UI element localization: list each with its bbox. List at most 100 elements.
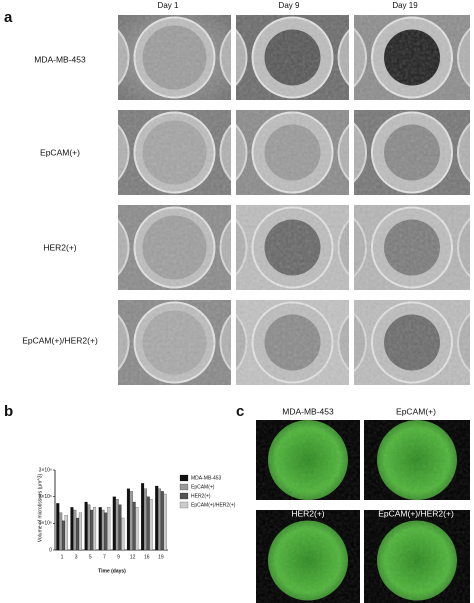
bar: [149, 499, 153, 551]
legend-swatch: [179, 483, 189, 491]
bar: [104, 512, 108, 551]
neighbor-spheroid: [178, 422, 254, 498]
x-tick-label: 9: [117, 554, 120, 560]
texture: [364, 510, 470, 603]
bar: [129, 491, 133, 551]
bar: [158, 488, 162, 551]
bar: [143, 488, 147, 551]
texture: [354, 110, 470, 195]
x-tick-label: 7: [103, 554, 106, 560]
bar: [101, 509, 105, 551]
bar: [98, 507, 102, 551]
bar: [115, 499, 119, 551]
bar: [76, 517, 80, 551]
image-tile: [118, 205, 231, 290]
bar: [163, 493, 167, 551]
image-tile: [236, 205, 349, 290]
x-tick-label: 19: [158, 554, 164, 560]
texture: [256, 420, 360, 500]
image-tile: [364, 420, 470, 500]
texture: [236, 300, 349, 385]
image-tile: [236, 15, 349, 100]
image-tile: [354, 300, 470, 385]
texture: [354, 300, 470, 385]
image-tile: [118, 110, 231, 195]
bar: [135, 507, 139, 551]
y-tick-label: 3×10⁶: [39, 467, 52, 473]
texture: [236, 15, 349, 100]
texture: [236, 205, 349, 290]
row-label: MDA-MB-453: [34, 54, 86, 64]
x-tick-label: 16: [144, 554, 150, 560]
texture: [118, 110, 231, 195]
texture: [118, 15, 231, 100]
texture: [118, 300, 231, 385]
bar: [146, 496, 150, 551]
bar: [87, 504, 91, 551]
legend-label: MDA-MB-453: [191, 475, 222, 481]
legend-label: EpCAM(+): [191, 484, 215, 490]
x-tick-label: 12: [130, 554, 136, 560]
column-header: Day 1: [158, 1, 179, 10]
texture: [354, 15, 470, 100]
image-tile: [118, 15, 231, 100]
bar: [107, 507, 111, 551]
neighbor-spheroid: [178, 523, 254, 599]
panel-label: c: [236, 403, 244, 420]
bar: [73, 509, 77, 551]
bar: [84, 501, 88, 551]
bar: [126, 488, 130, 551]
y-axis-title: Volume of microtissues (µm^3): [37, 474, 43, 543]
bar-chart: Volume of microtissues (µm^3) Time (days…: [37, 467, 235, 574]
y-tick-label: 2×10⁶: [39, 494, 52, 500]
image-tile: [354, 110, 470, 195]
bar: [155, 485, 159, 551]
bar: [70, 507, 74, 551]
texture: [364, 420, 470, 500]
bar: [78, 512, 82, 551]
bar: [112, 496, 116, 551]
image-tile: [354, 205, 470, 290]
bar: [56, 503, 60, 551]
legend-swatch: [179, 501, 189, 509]
bar: [132, 501, 136, 551]
image-tile: [364, 510, 470, 603]
row-label: HER2(+): [43, 242, 76, 252]
bar: [160, 491, 164, 551]
y-tick-label: 0: [49, 547, 52, 553]
image-tile: [118, 300, 231, 385]
texture: [354, 205, 470, 290]
image-label: MDA-MB-453: [282, 406, 334, 416]
panel-label: b: [4, 403, 13, 420]
column-header: Day 9: [279, 1, 300, 10]
texture: [256, 510, 360, 603]
image-label: EpCAM(+)/HER2(+): [378, 508, 454, 518]
panel-label: a: [4, 9, 13, 26]
bar: [118, 504, 122, 551]
x-tick-label: 1: [61, 554, 64, 560]
image-tile: [236, 110, 349, 195]
bar: [90, 509, 94, 551]
column-header: Day 19: [392, 1, 418, 10]
bar: [64, 515, 68, 551]
bar: [121, 517, 125, 551]
row-label: EpCAM(+): [40, 147, 80, 157]
image-label: HER2(+): [291, 508, 324, 518]
row-label: EpCAM(+)/HER2(+): [22, 335, 98, 345]
legend-swatch: [179, 492, 189, 500]
legend-label: EpCAM(+)/HER2(+): [191, 502, 236, 508]
image-tile: [236, 300, 349, 385]
legend-label: HER2(+): [191, 493, 211, 499]
texture: [118, 205, 231, 290]
texture: [236, 110, 349, 195]
image-tile: [354, 15, 470, 100]
bar: [141, 483, 145, 551]
x-tick-label: 5: [89, 554, 92, 560]
bar: [59, 512, 63, 551]
y-tick-label: 1×10⁶: [39, 521, 52, 527]
x-tick-label: 3: [75, 554, 78, 560]
image-label: EpCAM(+): [396, 406, 436, 416]
bar: [93, 507, 97, 551]
micrographs: [118, 15, 470, 603]
